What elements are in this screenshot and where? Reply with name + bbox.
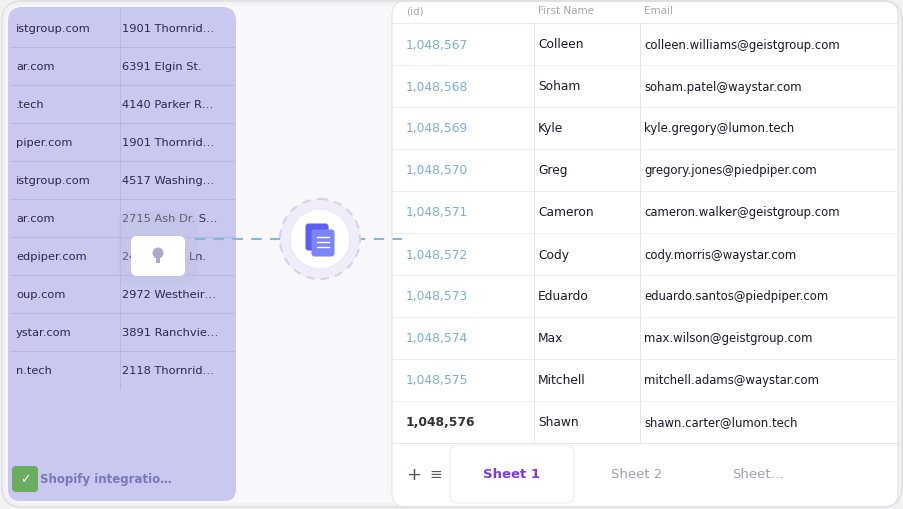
Text: +: + <box>406 465 421 483</box>
FancyBboxPatch shape <box>8 8 236 501</box>
Text: 1901 Thornrid…: 1901 Thornrid… <box>122 24 214 34</box>
Text: Sheet 2: Sheet 2 <box>610 468 662 480</box>
Text: 1,048,571: 1,048,571 <box>405 206 468 219</box>
Text: istgroup.com: istgroup.com <box>16 24 90 34</box>
Text: ✓: ✓ <box>20 472 30 486</box>
Circle shape <box>280 200 359 279</box>
Text: 1901 Thornrid…: 1901 Thornrid… <box>122 138 214 148</box>
Circle shape <box>290 210 349 269</box>
Text: 4517 Washing…: 4517 Washing… <box>122 176 214 186</box>
Text: n.tech: n.tech <box>16 365 51 375</box>
Text: kyle.gregory@lumon.tech: kyle.gregory@lumon.tech <box>643 122 794 135</box>
Text: Cody: Cody <box>537 248 568 261</box>
Text: oup.com: oup.com <box>16 290 65 299</box>
Text: Kyle: Kyle <box>537 122 563 135</box>
Text: 1,048,570: 1,048,570 <box>405 164 468 177</box>
Text: shawn.carter@lumon.tech: shawn.carter@lumon.tech <box>643 416 796 429</box>
Text: 6391 Elgin St.: 6391 Elgin St. <box>122 62 201 72</box>
Text: Colleen: Colleen <box>537 38 582 51</box>
Text: edpiper.com: edpiper.com <box>16 251 87 262</box>
Text: ystar.com: ystar.com <box>16 327 71 337</box>
FancyBboxPatch shape <box>450 445 573 503</box>
Text: 2118 Thornrid…: 2118 Thornrid… <box>122 365 214 375</box>
Text: ≡: ≡ <box>429 467 442 482</box>
Text: max.wilson@geistgroup.com: max.wilson@geistgroup.com <box>643 332 812 345</box>
FancyBboxPatch shape <box>6 6 897 503</box>
Text: ar.com: ar.com <box>16 214 54 223</box>
Text: 3891 Ranchvie…: 3891 Ranchvie… <box>122 327 218 337</box>
Text: colleen.williams@geistgroup.com: colleen.williams@geistgroup.com <box>643 38 839 51</box>
Text: Sheet…: Sheet… <box>731 468 783 480</box>
Text: mitchell.adams@waystar.com: mitchell.adams@waystar.com <box>643 374 818 387</box>
Text: Soham: Soham <box>537 80 580 93</box>
Text: First Name: First Name <box>537 6 593 16</box>
Text: Mitchell: Mitchell <box>537 374 585 387</box>
FancyBboxPatch shape <box>131 237 185 276</box>
Text: eduardo.santos@piedpiper.com: eduardo.santos@piedpiper.com <box>643 290 827 303</box>
Text: Sheet 1: Sheet 1 <box>483 468 540 480</box>
Text: soham.patel@waystar.com: soham.patel@waystar.com <box>643 80 801 93</box>
Text: .tech: .tech <box>16 100 44 110</box>
Text: 4140 Parker R…: 4140 Parker R… <box>122 100 213 110</box>
Text: piper.com: piper.com <box>16 138 72 148</box>
Text: gregory.jones@piedpiper.com: gregory.jones@piedpiper.com <box>643 164 815 177</box>
Text: 2972 Westheir…: 2972 Westheir… <box>122 290 216 299</box>
Text: 1,048,569: 1,048,569 <box>405 122 468 135</box>
Text: (id): (id) <box>405 6 424 16</box>
Text: 2464 Royal Ln.: 2464 Royal Ln. <box>122 251 206 262</box>
Text: Email: Email <box>643 6 672 16</box>
FancyBboxPatch shape <box>118 212 198 286</box>
Text: cameron.walker@geistgroup.com: cameron.walker@geistgroup.com <box>643 206 839 219</box>
Text: 1,048,572: 1,048,572 <box>405 248 468 261</box>
Text: 1,048,568: 1,048,568 <box>405 80 468 93</box>
Text: Eduardo: Eduardo <box>537 290 588 303</box>
Circle shape <box>153 248 163 259</box>
Text: 1,048,574: 1,048,574 <box>405 332 468 345</box>
Text: 1,048,575: 1,048,575 <box>405 374 468 387</box>
FancyBboxPatch shape <box>12 466 38 492</box>
Text: Shawn: Shawn <box>537 416 578 429</box>
Text: Max: Max <box>537 332 563 345</box>
FancyBboxPatch shape <box>312 230 334 257</box>
Text: 1,048,573: 1,048,573 <box>405 290 468 303</box>
Text: Greg: Greg <box>537 164 567 177</box>
FancyBboxPatch shape <box>305 224 328 251</box>
Text: 1,048,576: 1,048,576 <box>405 416 475 429</box>
Text: 2715 Ash Dr. S…: 2715 Ash Dr. S… <box>122 214 217 223</box>
Text: Shopify integratio…: Shopify integratio… <box>40 472 172 486</box>
Bar <box>155 253 160 264</box>
Text: istgroup.com: istgroup.com <box>16 176 90 186</box>
FancyBboxPatch shape <box>392 2 897 507</box>
Text: ar.com: ar.com <box>16 62 54 72</box>
Text: 1,048,567: 1,048,567 <box>405 38 468 51</box>
FancyBboxPatch shape <box>8 457 236 501</box>
Text: Cameron: Cameron <box>537 206 593 219</box>
Text: cody.morris@waystar.com: cody.morris@waystar.com <box>643 248 796 261</box>
